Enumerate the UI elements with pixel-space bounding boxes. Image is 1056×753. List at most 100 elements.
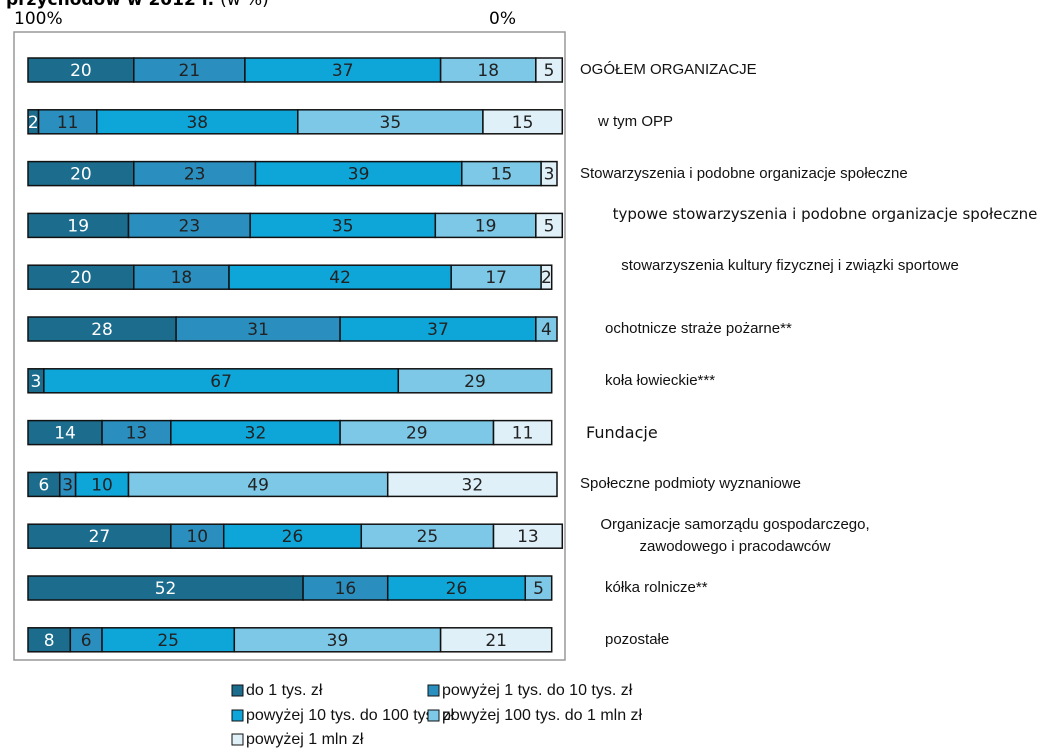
bar-segment [127, 212, 251, 239]
data-label: 19 [67, 216, 89, 236]
data-label: 42 [329, 268, 351, 288]
bar-segment [27, 57, 135, 83]
bar-segment [133, 57, 246, 83]
subtitle: (w %) [220, 0, 269, 10]
data-label: 31 [247, 320, 269, 340]
data-label: 2 [541, 268, 552, 288]
bar-segment [222, 523, 363, 549]
bar-segment [254, 160, 463, 187]
legend-label: powyżej 1 tys. do 10 tys. zł [442, 682, 633, 699]
data-label: 29 [464, 372, 486, 392]
data-label: 13 [126, 424, 148, 444]
bar-segment [43, 368, 400, 394]
legend-swatch [231, 733, 244, 746]
plot-frame [13, 31, 566, 661]
data-label: 8 [44, 631, 55, 651]
bar-segment [524, 575, 553, 601]
bar-segment [37, 109, 98, 135]
category-label: stowarzyszenia kultury fizycznej i związ… [621, 257, 959, 275]
data-label: 23 [184, 165, 206, 185]
top-label: 0% [489, 9, 516, 29]
legend-label: powyżej 100 tys. do 1 mln zł [442, 707, 643, 724]
data-label: 35 [332, 216, 354, 236]
bar-segment [175, 316, 341, 342]
data-label: 6 [81, 631, 92, 651]
data-label: 49 [247, 475, 269, 495]
data-label: 38 [186, 113, 208, 133]
bar-segment [535, 212, 564, 239]
data-label: 15 [512, 113, 534, 133]
data-label: 39 [327, 631, 349, 651]
category-label: Społeczne podmioty wyznaniowe [580, 475, 801, 493]
category-label: pozostałe [605, 630, 670, 648]
data-label: 6 [38, 475, 49, 495]
data-label: 4 [541, 320, 552, 340]
bar-segment [133, 264, 230, 290]
bar-segment [535, 316, 558, 342]
bar-segment [27, 212, 130, 239]
bar-segment [96, 109, 299, 135]
bar-segment [492, 523, 564, 549]
bar-segment [27, 523, 172, 549]
category-label: Organizacje samorządu gospodarczego, zaw… [600, 516, 870, 556]
data-label: 17 [485, 268, 507, 288]
title: przychodów w 2012 r. [6, 0, 214, 10]
data-label: 32 [245, 424, 267, 444]
legend-label: powyżej 10 tys. do 100 tys. zł [246, 707, 455, 724]
bar-segment [101, 627, 236, 653]
data-label: 13 [517, 527, 539, 547]
bar-segment [74, 471, 130, 498]
bar-segment [101, 419, 172, 446]
category-label: Fundacje [586, 422, 658, 442]
data-label: 5 [544, 61, 555, 81]
bar-segment [439, 627, 553, 653]
bar-segment [386, 471, 558, 498]
legend-label: powyżej 1 mln zł [246, 731, 364, 748]
data-label: 19 [475, 216, 497, 236]
bar-segment [233, 627, 442, 653]
category-label: ochotnicze straże pożarne** [605, 320, 792, 337]
bar-segment [27, 627, 72, 653]
bar-segment [540, 160, 558, 187]
bar-segment [492, 419, 553, 446]
data-label: 5 [544, 216, 555, 236]
bar-segment [540, 264, 553, 290]
data-label: 14 [54, 424, 76, 444]
data-label: 25 [157, 631, 179, 651]
bar-segment [386, 575, 527, 601]
data-label: 15 [491, 165, 513, 185]
legend-swatch [427, 709, 440, 722]
legend-swatch [427, 684, 440, 697]
data-label: 21 [179, 61, 201, 81]
chart-title: przychodów w 2012 r. (w %) [6, 0, 269, 10]
data-label: 37 [332, 61, 354, 81]
data-label: 67 [210, 372, 232, 392]
data-label: 21 [485, 631, 507, 651]
data-label: 3 [62, 475, 73, 495]
bar-segment [397, 368, 553, 394]
data-label: 29 [406, 424, 428, 444]
bar-segment [297, 109, 484, 135]
category-label: typowe stowarzyszenia i podobne organiza… [612, 205, 1038, 224]
category-label: OGÓŁEM ORGANIZACJE [580, 61, 757, 78]
data-label: 37 [427, 320, 449, 340]
data-label: 18 [477, 61, 499, 81]
category-label: kółka rolnicze** [605, 579, 708, 596]
data-label: 18 [171, 268, 193, 288]
bar-segment [170, 523, 225, 549]
data-label: 10 [186, 527, 208, 547]
bar-segment [27, 160, 135, 187]
category-label: w tym OPP [598, 112, 674, 130]
legend-label: do 1 tys. zł [246, 682, 323, 699]
legend-swatch [231, 684, 244, 697]
bar-segment [339, 419, 495, 446]
bar-segment [302, 575, 389, 601]
bar-segment [439, 57, 537, 83]
data-label: 26 [446, 579, 468, 599]
data-label: 11 [57, 113, 79, 133]
data-label: 10 [91, 475, 113, 495]
data-label: 27 [89, 527, 111, 547]
data-label: 32 [462, 475, 484, 495]
